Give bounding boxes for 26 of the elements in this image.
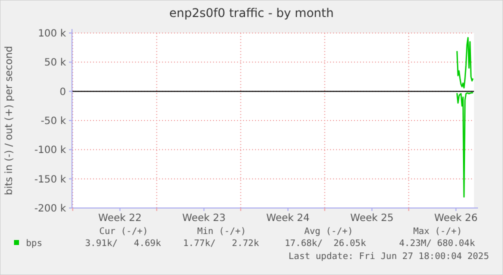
y-tick-label: 0 [60,86,66,98]
text: Cur (-/+) [99,227,148,237]
x-tick-label: Week 22 [98,213,142,224]
y-tick-label: 100 k [38,28,66,40]
line-series [456,92,474,198]
y-tick-label: -200 k [34,204,66,214]
text: 1.77k/ 2.72k [183,239,260,249]
text: 4.23M/ 680.04k [399,239,476,249]
text: Max (-/+) [413,227,462,237]
text: 3.91k/ 4.69k [85,239,162,249]
text: Avg (-/+) [304,227,353,237]
x-tick-label: Week 26 [434,213,478,224]
y-tick-label: -100 k [34,145,66,156]
y-tick-label: -50 k [40,116,66,127]
x-tick-label: Week 23 [182,213,226,224]
x-tick-label: Week 24 [266,213,310,224]
chart-title: enp2s0f0 traffic - by month [169,6,334,20]
legend-label: bps [26,239,42,249]
text: Last update: Fri Jun 27 18:00:04 2025 [288,252,489,262]
line-series [456,37,474,88]
y-tick-label: -150 k [34,174,66,186]
y-axis-title: bits in (-) / out (+) per second [4,46,15,196]
y-tick-label: 50 k [44,58,66,69]
text: 17.68k/ 26.05k [284,239,367,249]
text: Min (-/+) [197,227,246,237]
x-tick-label: Week 25 [350,213,394,224]
